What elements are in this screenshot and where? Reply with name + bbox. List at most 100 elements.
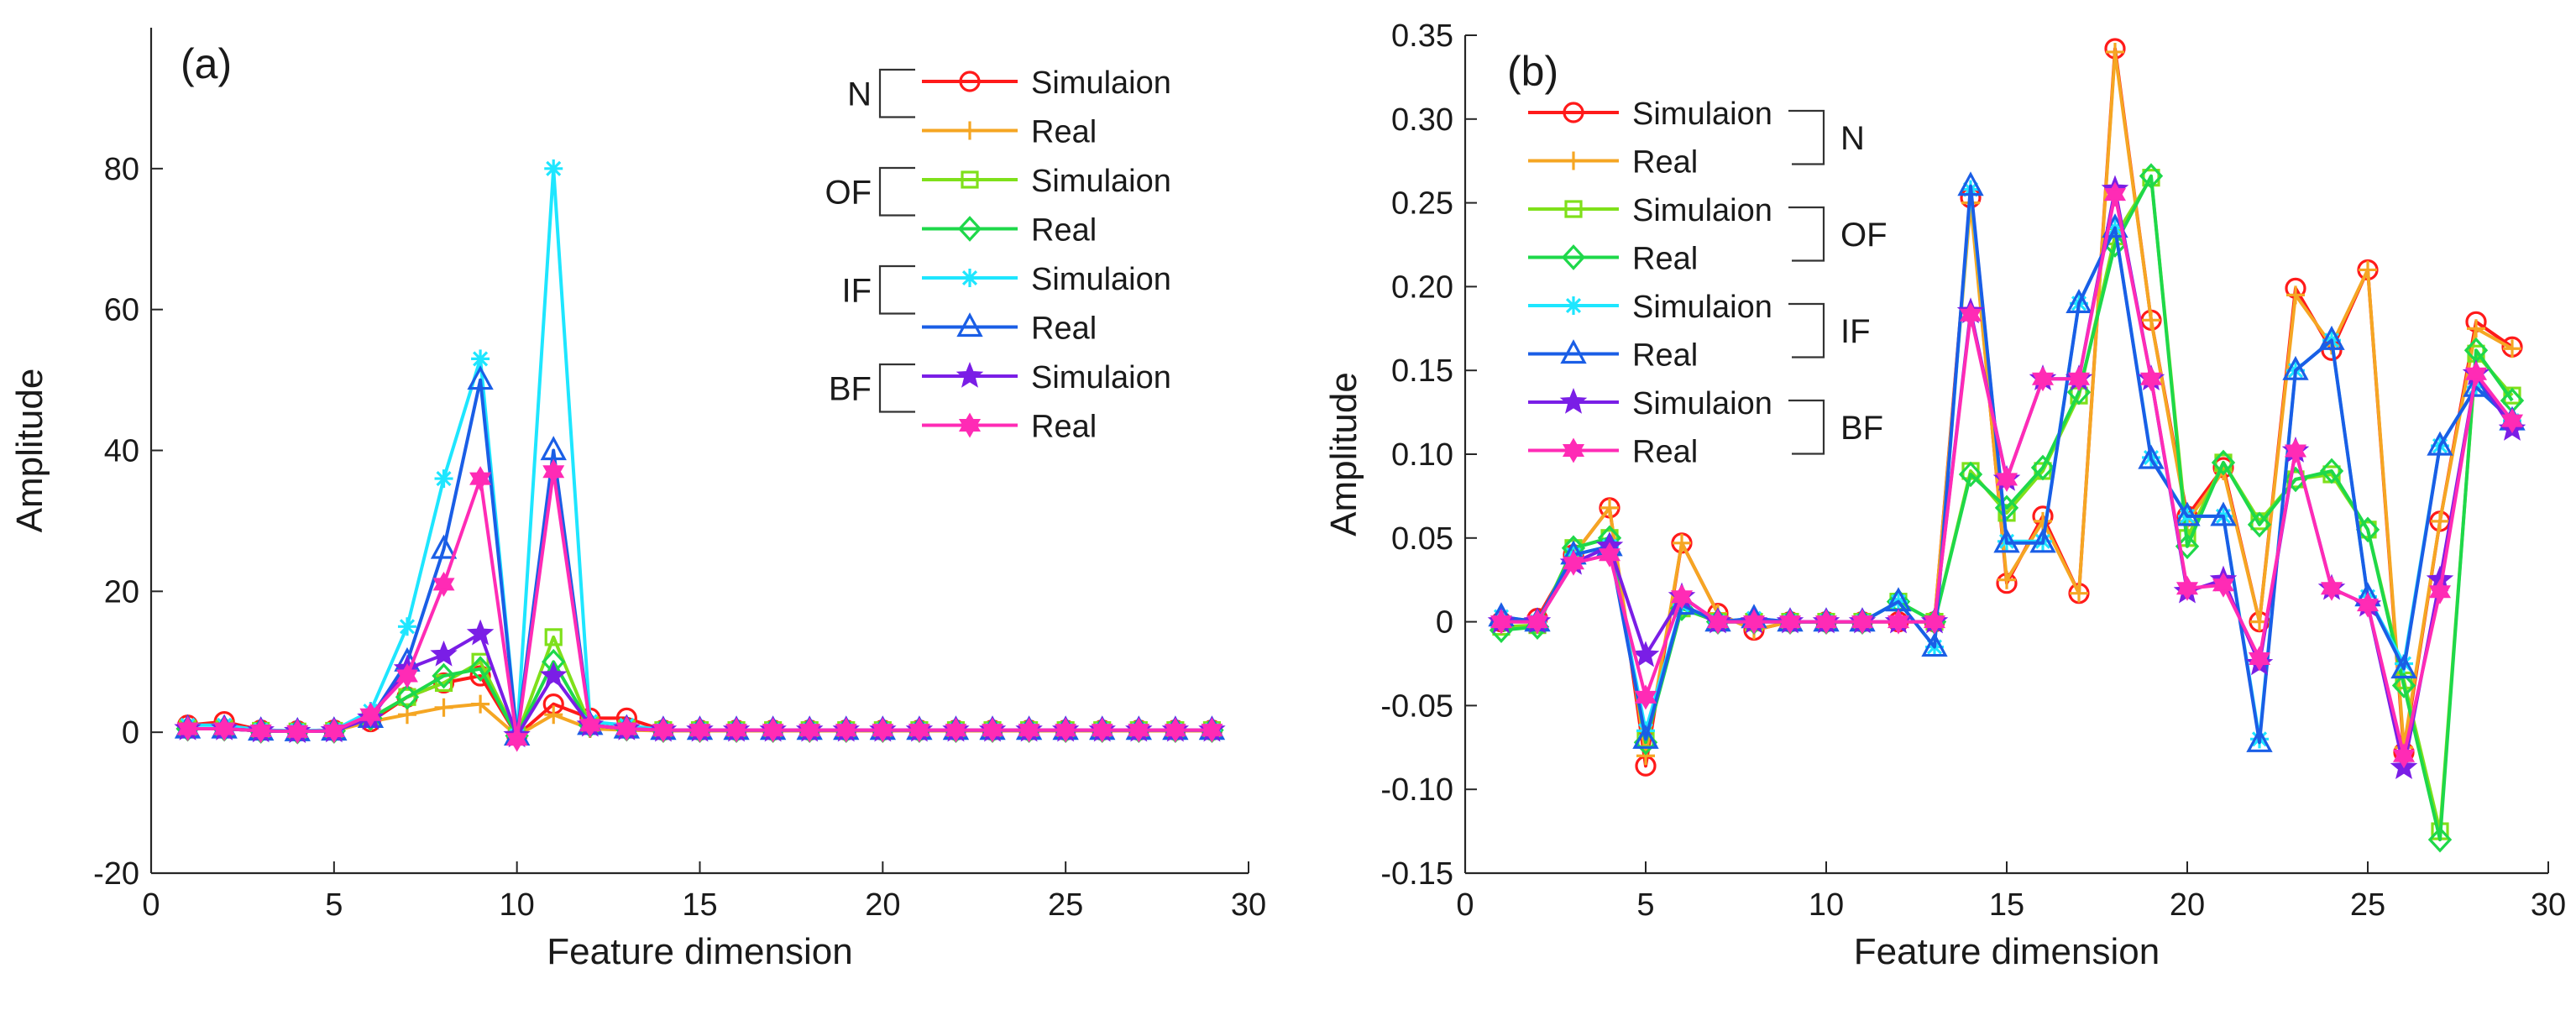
x-tick-label: 30 [1231,887,1266,923]
legend-group-label: OF [1840,217,1887,254]
data-point [540,436,567,461]
data-point [2359,521,2377,539]
data-point [1055,717,1077,743]
data-point [430,640,458,667]
data-point [471,694,490,714]
legend-entry: Simulaion [922,164,1171,199]
legend-group-label: IF [1840,313,1871,350]
y-tick-label: 0 [122,715,139,751]
data-point [615,715,638,742]
y-tick-label: 0.25 [1391,186,1453,222]
data-point [2318,325,2345,350]
legend-entry: Real [922,115,1097,150]
data-point [2211,449,2236,476]
data-point [2103,181,2127,207]
data-point [544,705,563,725]
x-tick-label: 20 [865,887,900,923]
legend-label: Real [1031,311,1097,347]
data-point [1706,609,1730,635]
data-point [1673,533,1691,552]
x-tick-label: 5 [1636,887,1654,923]
data-point [542,458,565,484]
y-axis-label: Amplitude [9,369,50,533]
legend-label: Real [1031,410,1097,445]
x-tick-label: 5 [325,887,343,923]
legend-label: Simulaion [1031,262,1171,297]
legend-group: IF [841,264,915,315]
legend-group-label: BF [1840,410,1883,447]
legend-marker [956,312,983,338]
data-point [432,571,455,597]
x-tick-label: 25 [1048,887,1083,923]
legend-bracket [878,264,915,315]
data-point [2319,458,2344,484]
data-point [359,702,382,728]
data-point [835,717,857,743]
legend-entry: Simulaion [922,65,1171,101]
data-point [908,717,930,743]
legend-group: OF [825,166,915,217]
data-point [176,715,199,742]
legend-label: Real [1031,115,1097,150]
legend-entry: Simulaion [922,360,1171,395]
data-point [1128,717,1150,743]
x-tick-label: 15 [1989,887,2024,923]
legend-marker [1560,339,1587,364]
legend-group-label: IF [841,272,872,309]
data-point [2210,501,2237,526]
data-point [2427,826,2453,853]
x-tick-label: 20 [2170,887,2205,923]
data-point [2284,438,2307,463]
data-point [2212,572,2235,598]
data-point [2320,575,2343,601]
data-point [1851,609,1874,635]
data-point [1994,495,2019,521]
y-tick-label: 0.10 [1391,437,1453,473]
legend-bracket [878,68,915,118]
legend-group: IF [1788,302,1871,358]
data-point [213,715,236,742]
x-axis-label: Feature dimension [1854,931,2160,972]
data-point [249,718,272,744]
y-tick-label: -0.05 [1380,688,1453,724]
legend-entry: Simulaion [1528,193,1772,228]
data-point [1490,609,1513,635]
legend-group: OF [1788,206,1887,262]
series-bf-real [1490,181,2524,769]
legend-marker [1561,244,1586,270]
data-point [540,661,568,688]
data-point [2070,583,2088,603]
data-point [1957,171,1984,196]
legend-marker [1564,296,1583,315]
data-point [544,628,563,646]
data-point [2359,260,2377,280]
data-point [2464,361,2488,387]
data-point [2392,743,2416,769]
data-point [398,688,416,706]
legend-marker [961,269,979,287]
data-point [2106,42,2124,61]
legend-label: Real [1031,213,1097,249]
data-point [2463,372,2490,397]
data-point [1631,641,1660,667]
y-tick-label: 40 [104,434,139,469]
data-point [432,662,456,689]
data-point [2174,501,2201,526]
data-point [2391,672,2416,699]
data-point [2246,727,2273,752]
data-point [725,717,748,743]
data-point [2500,408,2524,434]
data-point [2138,444,2165,469]
data-point [2427,431,2453,456]
data-point [397,617,416,636]
data-point [1742,609,1766,635]
y-tick-label: 0.30 [1391,102,1453,138]
legend-bracket [878,363,915,413]
legend-entry: Real [922,410,1097,445]
x-tick-label: 0 [1456,887,1474,923]
data-point [2214,453,2233,472]
data-point [2248,646,2271,672]
legend-label: Simulaion [1632,193,1772,228]
data-point [1997,570,2016,589]
